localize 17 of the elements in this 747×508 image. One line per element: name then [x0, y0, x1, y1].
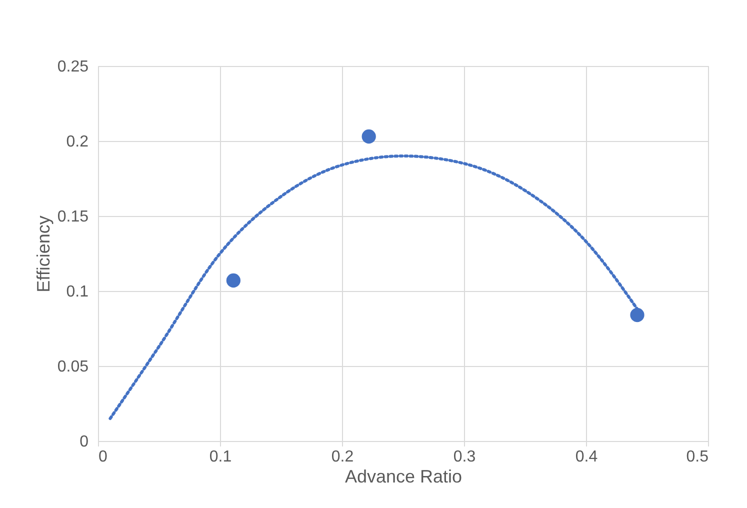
y-tick-label: 0.05 — [57, 358, 89, 376]
x-tick-label: 0.2 — [331, 448, 354, 466]
y-tick-label: 0.1 — [66, 284, 89, 300]
x-tick-label: 0.5 — [686, 448, 709, 466]
y-tick-label: 0.25 — [57, 58, 89, 76]
y-axis-title: Efficiency — [33, 216, 54, 292]
point — [630, 308, 644, 322]
x-tick-label: 0.3 — [453, 448, 476, 466]
point — [362, 129, 376, 144]
x-tick-label: 0.1 — [209, 448, 232, 466]
point — [226, 273, 240, 288]
x-axis-title: Advance Ratio — [344, 466, 462, 486]
y-tick-label: 0 — [80, 434, 89, 450]
y-tick-label: 0.2 — [66, 134, 89, 150]
x-tick-label: 0.4 — [575, 448, 598, 466]
y-tick-label: 0.15 — [57, 208, 89, 226]
x-tick-label: 0 — [98, 448, 108, 466]
